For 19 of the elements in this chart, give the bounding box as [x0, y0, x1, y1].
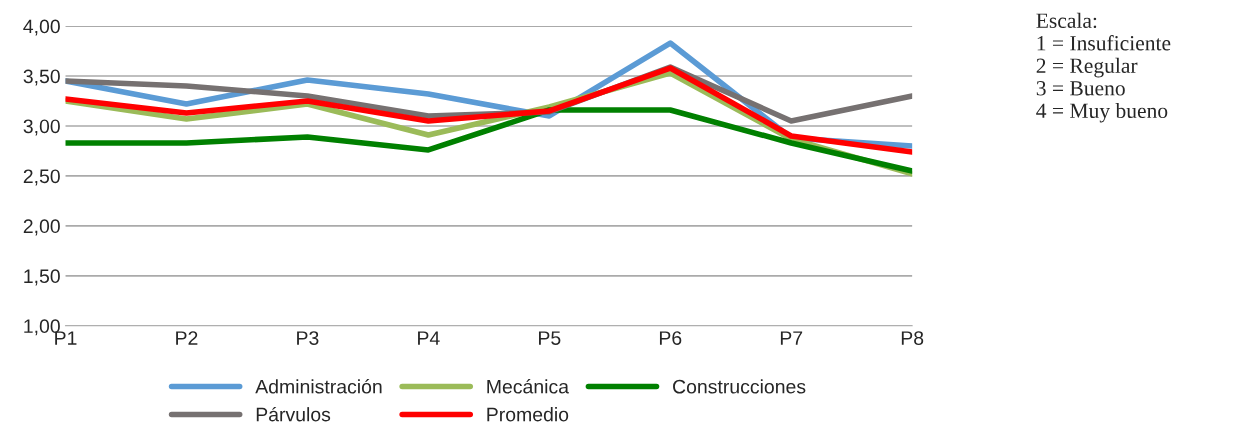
y-tick-label: 3,50 — [23, 69, 60, 86]
legend-label: Construcciones — [673, 379, 806, 394]
x-tick-label: P6 — [659, 331, 682, 345]
y-tick-label: 1,50 — [24, 269, 60, 286]
y-tick-label: 2,00 — [23, 219, 60, 236]
y-tick-label: 2,50 — [23, 169, 60, 186]
x-tick-label: P4 — [418, 331, 440, 345]
x-tick-label: P7 — [780, 331, 803, 345]
legend-label: Promedio — [487, 407, 569, 422]
legend-label: Párvulos — [256, 406, 331, 422]
x-tick-label: P3 — [297, 331, 319, 345]
x-tick-label: P2 — [176, 331, 198, 345]
y-tick-label: 3,00 — [23, 119, 60, 136]
legend-label: Mecánica — [487, 379, 570, 394]
text: Escala: 1 = Insuficiente 2 = Regular 3 = Bueno 4 = Muy bueno — [1036, 12, 1171, 123]
x-tick-label: P5 — [539, 331, 561, 345]
y-tick-label: 4,00 — [23, 19, 60, 36]
legend-label: Administración — [255, 379, 382, 394]
x-tick-label: P8 — [901, 331, 924, 345]
